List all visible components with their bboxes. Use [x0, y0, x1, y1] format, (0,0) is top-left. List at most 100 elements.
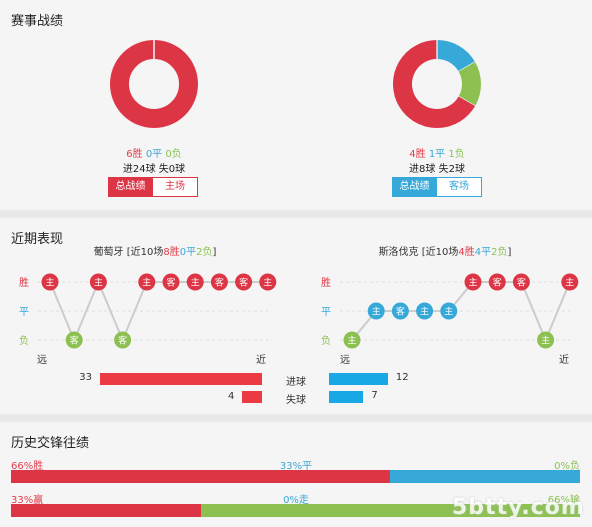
form-point	[416, 302, 434, 320]
form-point-label: 主	[444, 306, 453, 318]
right-tab-overall[interactable]: 总战绩	[392, 177, 437, 197]
form-point-label: 客	[215, 277, 224, 289]
right-goals-summary: 进8球 失2球	[409, 164, 465, 175]
form-point-label: 主	[94, 277, 103, 289]
axis-end-label: 近	[559, 353, 569, 366]
left-win-count: 6胜	[126, 149, 143, 160]
left-row-label: 负	[19, 334, 29, 347]
form-point	[440, 302, 458, 320]
left-goals-value: 33	[79, 372, 92, 383]
right-goals-value: 12	[395, 372, 409, 383]
h2h-draw-label: 33%平	[279, 461, 313, 472]
left-loss-count: 0负	[165, 149, 182, 160]
right-team-form-header: 斯洛伐克 [近10场4胜4平2负]	[330, 243, 560, 258]
right-team-draws: 4平	[474, 247, 492, 258]
right-team-suffix: ]	[507, 247, 512, 258]
left-tab-home[interactable]: 主场	[152, 177, 198, 197]
form-point	[391, 302, 409, 320]
form-point-label: 客	[517, 277, 526, 289]
left-team-losses: 2负	[196, 247, 213, 258]
form-point	[537, 331, 555, 349]
form-chart: 胜胜平 平负 负远近远近 主客主客主客主客客主 主主客主主主客客主主	[19, 273, 579, 366]
axis-end-label: 近	[256, 353, 266, 366]
right-team-name: 斯洛伐克	[378, 247, 419, 258]
left-donut-chart	[110, 40, 198, 128]
form-line	[49, 279, 268, 343]
right-conceded-bar	[329, 391, 364, 403]
form-point	[41, 273, 59, 291]
right-loss-count: 1负	[448, 149, 465, 160]
left-row-label: 胜	[19, 277, 29, 289]
form-point	[464, 273, 482, 291]
right-conceded-value: 7	[371, 390, 378, 401]
left-team-prefix: [近10场	[126, 247, 164, 258]
h2h-handicap-win-label: 33%赢	[11, 495, 44, 506]
axis-end-label: 远	[340, 354, 350, 366]
form-point	[89, 273, 107, 291]
form-point-label: 主	[565, 277, 574, 289]
left-conceded-value: 4	[227, 391, 235, 402]
form-point-label: 主	[263, 277, 272, 289]
form-point-label: 客	[396, 306, 405, 318]
donut-draw-slice	[436, 40, 476, 73]
h2h-handicap-loss-label: 66%输	[547, 495, 580, 506]
h2h-handicap-bar	[11, 504, 580, 517]
left-goals-bar	[100, 373, 262, 385]
form-point	[114, 331, 132, 349]
form-point-label: 客	[239, 277, 248, 289]
form-point-label: 主	[372, 306, 381, 318]
form-point-label: 主	[420, 306, 429, 318]
right-draw-count: 1平	[428, 149, 446, 160]
season-record-panel: 赛事战绩 6胜 0平 0负 进24球 失0球 总战绩 主场 4胜 1平 1负 进…	[0, 0, 592, 210]
donut-win-slice	[393, 40, 476, 128]
form-line	[351, 281, 571, 343]
left-goals-summary: 进24球 失0球	[122, 164, 186, 175]
form-point-label: 主	[347, 335, 356, 347]
left-team-form-header: 葡萄牙 [近10场8胜0平2负]	[40, 243, 270, 258]
form-point-label: 客	[70, 335, 79, 347]
head-to-head-panel: 历史交锋往绩 66%胜 33%平 0%负 33%赢 0%走 66%输 5btty…	[0, 422, 592, 527]
right-win-count: 4胜	[409, 149, 426, 160]
section-title: 历史交锋往绩	[11, 436, 90, 451]
donut-loss-slice	[458, 62, 481, 106]
goals-label: 进球	[286, 377, 306, 388]
right-team-losses: 2负	[491, 247, 508, 258]
donut-win-slice	[110, 40, 198, 128]
h2h-result-bar	[11, 470, 580, 483]
left-tab-overall[interactable]: 总战绩	[108, 177, 153, 197]
left-team-wins: 8胜	[163, 247, 180, 258]
form-point-label: 客	[493, 277, 502, 289]
right-row-label: 负	[321, 334, 331, 347]
h2h-loss-label: 0%负	[554, 461, 580, 472]
left-conceded-bar	[242, 391, 262, 403]
form-point	[162, 273, 180, 291]
donut-gap	[458, 61, 476, 73]
h2h-draw-segment	[390, 470, 580, 483]
h2h-handicap-win-segment	[11, 504, 201, 517]
form-point-label: 主	[541, 335, 550, 347]
form-point-label: 主	[142, 277, 151, 289]
form-point	[561, 273, 579, 291]
h2h-handicap-loss-segment	[200, 504, 580, 517]
left-team-name: 葡萄牙	[93, 247, 124, 258]
form-point	[367, 302, 385, 320]
section-title: 近期表现	[11, 232, 64, 247]
form-point-label: 主	[468, 277, 477, 289]
form-point-label: 主	[45, 277, 54, 289]
form-point	[343, 331, 361, 349]
form-point	[210, 273, 228, 291]
form-point	[65, 331, 83, 349]
right-tab-away[interactable]: 客场	[436, 177, 482, 197]
form-point-label: 客	[166, 277, 175, 289]
form-point	[186, 273, 204, 291]
watermark-logo: 5btty.com	[452, 495, 585, 520]
form-point	[138, 273, 156, 291]
h2h-handicap-push-label: 0%走	[283, 495, 309, 506]
left-row-label: 平	[19, 307, 29, 318]
form-point	[259, 273, 277, 291]
form-point	[488, 273, 506, 291]
h2h-win-segment	[11, 470, 391, 483]
right-record-summary: 4胜 1平 1负	[383, 145, 491, 160]
left-team-suffix: ]	[212, 247, 217, 258]
right-team-prefix: [近10场	[421, 247, 459, 258]
